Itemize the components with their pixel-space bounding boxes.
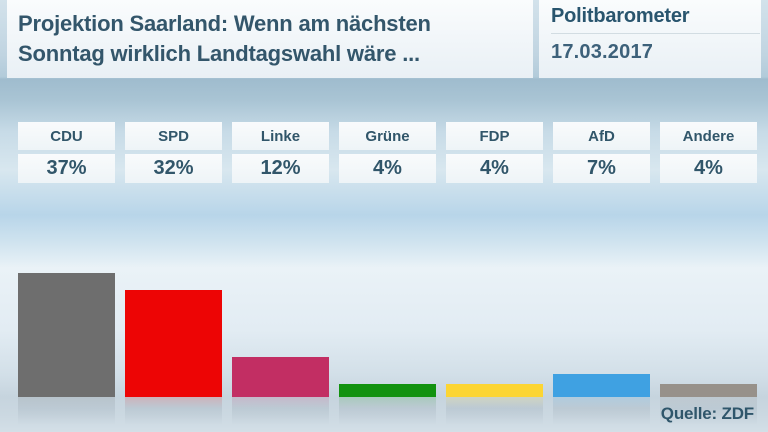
party-name-label: Andere [682, 127, 735, 145]
bar-reflections [18, 397, 757, 425]
bar-andere [660, 384, 757, 397]
party-value-label: 32% [153, 157, 194, 179]
party-name-cell-linke: Linke [232, 122, 329, 150]
party-value-label: 4% [694, 157, 723, 179]
bar-reflection [125, 397, 222, 425]
party-name-cell-afd: AfD [553, 122, 650, 150]
party-value-cell-gruene: 4% [339, 154, 436, 183]
party-name-label: Grüne [365, 127, 410, 145]
bar-reflection [232, 397, 329, 425]
party-name-label: AfD [588, 127, 615, 145]
bar-reflection [18, 397, 115, 425]
party-name-cell-spd: SPD [125, 122, 222, 150]
party-name-row: CDU SPD Linke Grüne FDP AfD Andere [18, 122, 757, 150]
broadcast-date: 17.03.2017 [551, 41, 654, 63]
brand-box: Politbarometer 17.03.2017 [539, 0, 761, 78]
bar-afd [553, 374, 650, 397]
party-name-cell-andere: Andere [660, 122, 757, 150]
party-name-cell-gruene: Grüne [339, 122, 436, 150]
bar-chart [18, 250, 757, 397]
party-value-label: 37% [46, 157, 87, 179]
party-name-label: CDU [50, 127, 83, 145]
party-value-row: 37% 32% 12% 4% 4% 7% 4% [18, 154, 757, 183]
source-credit: Quelle: ZDF [660, 404, 754, 423]
party-value-label: 12% [260, 157, 301, 179]
brand-title: Politbarometer [551, 5, 760, 34]
party-value-cell-afd: 7% [553, 154, 650, 183]
bar-reflection [446, 397, 543, 425]
chart-title-line-1: Projektion Saarland: Wenn am nächsten [18, 11, 431, 36]
chart-title-line-2: Sonntag wirklich Landtagswahl wäre ... [18, 41, 420, 66]
party-value-cell-linke: 12% [232, 154, 329, 183]
party-value-label: 4% [373, 157, 402, 179]
bar-reflection [553, 397, 650, 425]
party-value-label: 4% [480, 157, 509, 179]
party-name-label: SPD [158, 127, 189, 145]
party-name-cell-cdu: CDU [18, 122, 115, 150]
bar-fdp [446, 384, 543, 397]
bar-linke [232, 357, 329, 397]
bar-cdu [18, 273, 115, 397]
party-value-cell-andere: 4% [660, 154, 757, 183]
bar-reflection [660, 397, 757, 425]
party-value-cell-cdu: 37% [18, 154, 115, 183]
party-value-cell-spd: 32% [125, 154, 222, 183]
party-value-cell-fdp: 4% [446, 154, 543, 183]
title-box: Projektion Saarland: Wenn am nächsten So… [7, 0, 533, 78]
party-name-cell-fdp: FDP [446, 122, 543, 150]
party-name-label: FDP [479, 127, 510, 145]
bar-reflection [339, 397, 436, 425]
party-value-label: 7% [587, 157, 616, 179]
bar-spd [125, 290, 222, 397]
party-name-label: Linke [260, 127, 301, 145]
bar-gruene [339, 384, 436, 397]
